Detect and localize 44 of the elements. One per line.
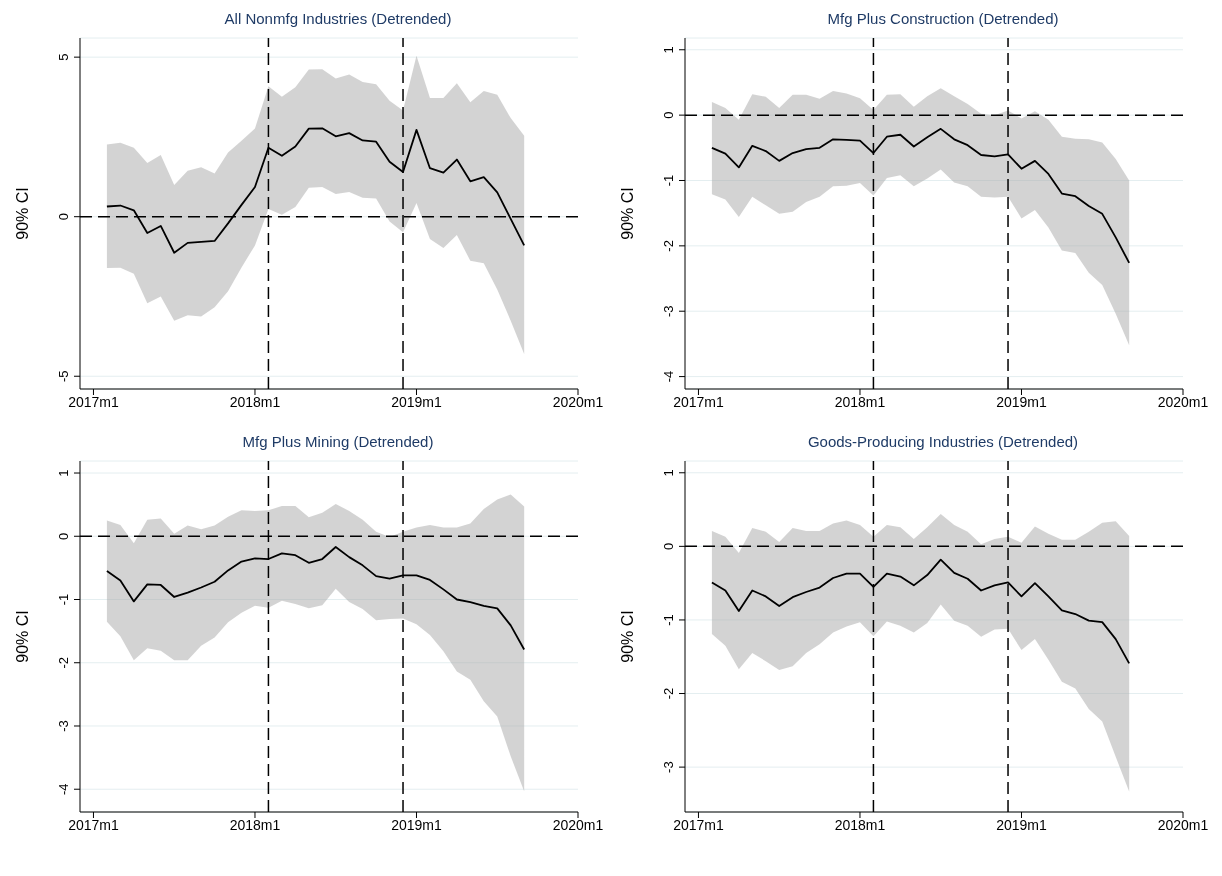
chart-title: Mfg Plus Mining (Detrended): [241, 432, 435, 452]
x-tick-label: 2017m1: [68, 816, 119, 833]
y-tick-label: -2: [661, 240, 676, 252]
x-tick-label: 2019m1: [996, 393, 1047, 410]
y-tick-label: 0: [661, 111, 676, 119]
y-tick-label: -1: [56, 593, 71, 606]
y-tick-label: 0: [56, 213, 71, 221]
y-axis-title: 90% CI: [13, 187, 31, 240]
chart-title: All Nonmfg Industries (Detrended): [223, 9, 453, 29]
y-tick-label: 1: [661, 46, 676, 54]
y-tick-label: -4: [56, 783, 71, 796]
y-tick-label: 1: [56, 469, 71, 477]
y-tick-label: -2: [56, 656, 71, 669]
y-tick-label: -1: [661, 174, 676, 187]
x-tick-label: 2017m1: [673, 393, 724, 410]
x-tick-label: 2019m1: [391, 393, 442, 410]
x-tick-label: 2020m1: [552, 393, 604, 410]
y-tick-label: -2: [661, 687, 676, 700]
y-tick-label: -5: [56, 370, 71, 383]
y-axis-title: 90% CI: [618, 187, 636, 240]
x-tick-label: 2018m1: [229, 816, 281, 833]
y-axis-title: 90% CI: [618, 610, 636, 663]
y-tick-label: -1: [661, 614, 676, 626]
x-tick-label: 2020m1: [1157, 816, 1209, 833]
x-tick-label: 2018m1: [834, 393, 886, 410]
x-tick-label: 2020m1: [1157, 393, 1209, 410]
y-tick-label: -3: [661, 761, 676, 773]
y-tick-label: 5: [56, 53, 71, 61]
y-tick-label: -3: [56, 720, 71, 732]
y-tick-label: 1: [661, 469, 676, 477]
chart-title: Mfg Plus Construction (Detrended): [826, 9, 1060, 29]
x-tick-label: 2020m1: [552, 816, 604, 833]
x-tick-label: 2019m1: [391, 816, 442, 833]
x-tick-label: 2017m1: [673, 816, 724, 833]
y-tick-label: 0: [56, 532, 71, 540]
x-tick-label: 2019m1: [996, 816, 1047, 833]
chart-title: Goods-Producing Industries (Detrended): [806, 432, 1080, 452]
x-tick-label: 2018m1: [229, 393, 281, 410]
y-tick-label: 0: [661, 542, 676, 550]
x-tick-label: 2018m1: [834, 816, 886, 833]
y-tick-label: -3: [661, 305, 676, 317]
y-tick-label: -4: [661, 370, 676, 383]
x-tick-label: 2017m1: [68, 393, 119, 410]
y-axis-title: 90% CI: [13, 610, 31, 663]
